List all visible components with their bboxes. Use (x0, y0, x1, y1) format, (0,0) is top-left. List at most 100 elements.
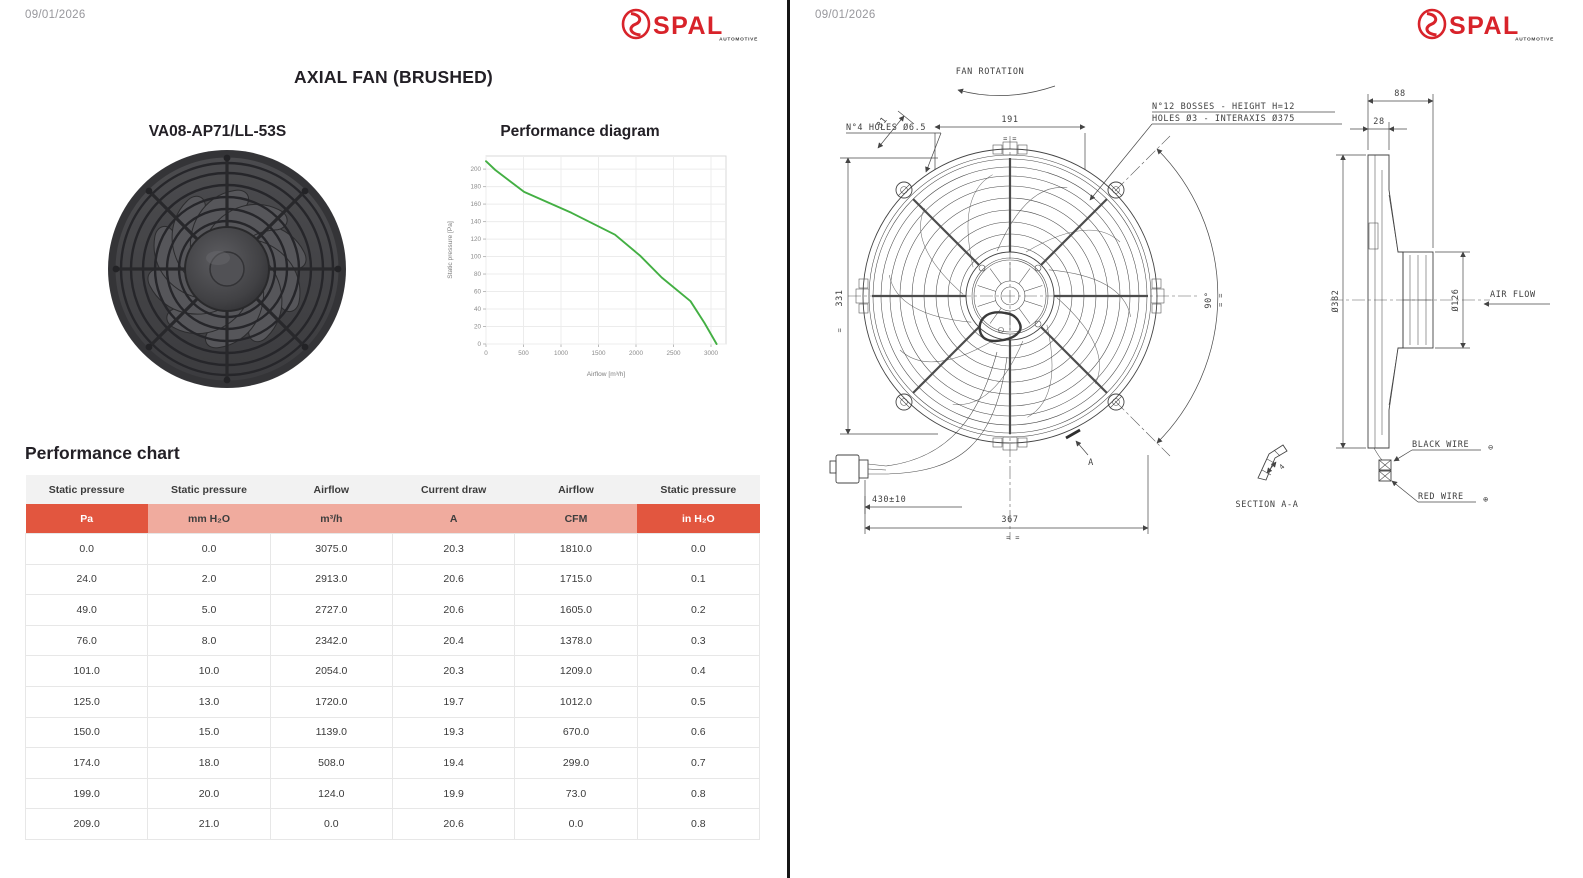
cell: 2913.0 (269, 563, 393, 596)
x-tick-label: 1000 (554, 350, 569, 357)
red-wire-callout: RED WIRE ⊕ (1391, 480, 1489, 505)
svg-text:88: 88 (1394, 89, 1405, 99)
cell: 0.0 (24, 533, 149, 565)
x-tick-label: 2000 (629, 350, 644, 357)
page-right: 09/01/2026 SPAL AUTOMOTIVE (790, 0, 1583, 878)
cell: 0.8 (636, 777, 761, 810)
y-tick-label: 80 (474, 271, 482, 278)
logo-brand-text: SPAL (653, 12, 724, 40)
svg-text:367: 367 (1001, 515, 1018, 525)
y-tick-label: 160 (470, 201, 481, 208)
column-unit: m³/h (270, 504, 393, 534)
logo-sub-text: AUTOMOTIVE (719, 37, 758, 43)
cell: 1720.0 (269, 685, 393, 718)
cell: 1209.0 (514, 655, 638, 687)
cell: 8.0 (147, 624, 271, 657)
cell: 0.0 (514, 808, 638, 840)
svg-text:RED WIRE: RED WIRE (1418, 492, 1464, 502)
column-unit: mm H₂O (147, 504, 271, 534)
cell: 10.0 (147, 655, 271, 687)
column-header: Current draw (392, 475, 515, 504)
y-axis-title: Static pressure [Pa] (447, 221, 454, 279)
svg-text:=: = (836, 328, 844, 333)
plus-symbol-icon: ⊕ (1483, 495, 1489, 505)
performance-diagram: 0 500 1000 1500 2000 2500 3000 0 20 40 60 80 100 120 1… (440, 148, 760, 391)
column-header: Airflow (514, 475, 638, 504)
dim-331: 331 = (835, 157, 938, 435)
dim-382: Ø382 (1330, 154, 1366, 449)
table-header-row: Static pressure Static pressure Airflow Cur… (25, 475, 760, 504)
table-row: 0.0 0.0 3075.0 20.3 1810.0 0.0 (24, 533, 761, 565)
column-unit: CFM (514, 504, 638, 534)
dim-90deg: 90° = = (1156, 148, 1225, 444)
cell: 73.0 (514, 777, 638, 810)
column-header: Static pressure (25, 475, 148, 504)
cell: 15.0 (147, 716, 271, 749)
cell: 101.0 (24, 655, 149, 687)
cell: 150.0 (24, 716, 149, 749)
cell: 0.0 (636, 533, 761, 565)
spal-logo: SPAL AUTOMOTIVE (621, 8, 758, 43)
svg-text:Ø126: Ø126 (1450, 289, 1461, 312)
dim-191: 191 = = (934, 115, 1086, 170)
cell: 19.9 (391, 777, 516, 810)
front-view: FAN ROTATION 191 = = 331 = (829, 67, 1342, 542)
page-title: AXIAL FAN (BRUSHED) (294, 66, 493, 87)
dim-367: 367 = = (864, 455, 1149, 542)
y-tick-label: 200 (470, 166, 481, 173)
cell: 2.0 (147, 563, 271, 596)
mount-tabs (895, 181, 1125, 411)
column-unit: Pa (25, 504, 148, 534)
cell: 2727.0 (269, 594, 393, 626)
cell: 1605.0 (514, 594, 638, 626)
cell: 76.0 (24, 624, 149, 657)
airflow-annotation: AIR FLOW (1483, 290, 1550, 307)
spal-logo-right: SPAL AUTOMOTIVE (1417, 8, 1554, 43)
page-left: 09/01/2026 SPAL AUTOMOTIVE AXIAL FAN (BR… (0, 0, 787, 878)
cell: 0.5 (636, 685, 761, 718)
cell: 20.6 (391, 563, 516, 596)
cell: 21.0 (147, 808, 271, 840)
fan-outer-ring (108, 150, 346, 388)
side-view: 88 28 Ø382 (1330, 89, 1550, 505)
hub (965, 251, 1055, 343)
logo-sub-text: AUTOMOTIVE (1515, 37, 1554, 43)
cell: 49.0 (24, 594, 149, 626)
table-row: 49.0 5.0 2727.0 20.6 1605.0 0.2 (24, 594, 761, 626)
svg-text:HOLES Ø3 - INTERAXIS Ø375: HOLES Ø3 - INTERAXIS Ø375 (1152, 113, 1295, 124)
logo-s-swirl-icon (1425, 12, 1438, 37)
svg-text:4: 4 (1278, 462, 1287, 471)
column-unit: A (392, 504, 515, 534)
svg-text:A: A (1088, 458, 1094, 468)
fan-rotation-label: FAN ROTATION (956, 67, 1025, 77)
technical-drawing: FAN ROTATION 191 = = 331 = (829, 67, 1550, 542)
black-wire-callout: BLACK WIRE ⊖ (1393, 440, 1493, 462)
performance-table: Static pressure Static pressure Airflow Cur… (24, 475, 761, 840)
fan-photo (108, 150, 346, 388)
cell: 13.0 (147, 685, 271, 718)
cell: 3075.0 (269, 533, 393, 565)
column-header: Static pressure (637, 475, 760, 504)
section-label: SECTION A-A (1236, 500, 1299, 510)
cell: 209.0 (24, 808, 149, 840)
table-row: 199.0 20.0 124.0 19.9 73.0 0.8 (24, 777, 761, 810)
cell: 0.0 (269, 808, 393, 840)
cell: 20.6 (391, 808, 516, 840)
fan-hub-cap (209, 251, 245, 287)
cell: 174.0 (24, 747, 149, 779)
rotation-arrow-icon (957, 85, 1056, 96)
table-row: 209.0 21.0 0.0 20.6 0.0 0.8 (24, 808, 761, 840)
performance-chart-svg: 0 500 1000 1500 2000 2500 3000 0 20 40 60 80 100 120 1… (447, 155, 727, 378)
logo-oval-icon (621, 8, 651, 40)
svg-text:AIR FLOW: AIR FLOW (1490, 290, 1536, 300)
hub-sticker (978, 311, 1022, 343)
svg-text:191: 191 (1001, 115, 1018, 125)
section-detail: 4 SECTION A-A (1236, 444, 1299, 510)
cell: 0.1 (636, 563, 761, 596)
cell: 20.6 (391, 594, 516, 626)
fan-grill-spokes (115, 157, 339, 381)
cell: 20.3 (391, 655, 516, 687)
dim-88: 88 (1367, 89, 1434, 248)
performance-table-head: Static pressure Static pressure Airflow Cur… (25, 475, 760, 534)
cell: 0.2 (636, 594, 761, 626)
